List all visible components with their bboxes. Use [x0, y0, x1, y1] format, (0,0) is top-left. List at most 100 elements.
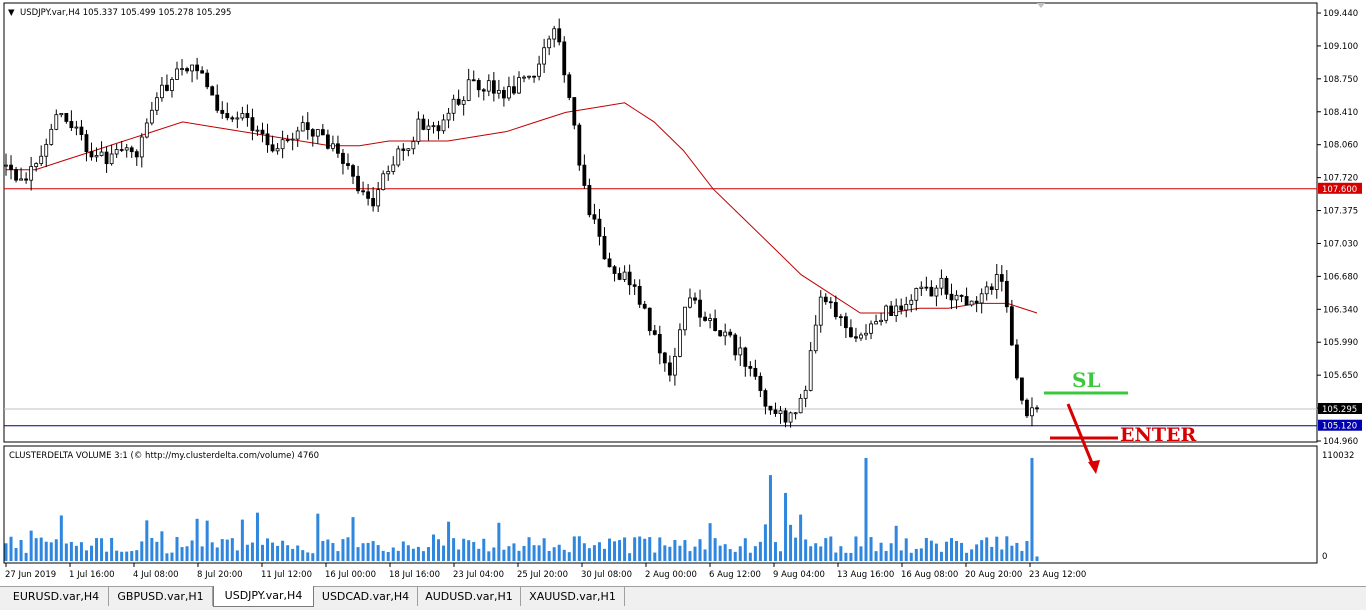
candle-body — [738, 347, 743, 356]
candle-body — [391, 164, 396, 172]
candle-body — [104, 151, 109, 165]
main-chart-frame — [3, 2, 1318, 443]
volume-bar — [894, 525, 898, 561]
volume-bar — [492, 547, 496, 561]
candle-body — [74, 126, 79, 129]
candle-body — [652, 330, 657, 335]
volume-bar — [195, 518, 199, 561]
candle-body — [864, 332, 868, 336]
candle-body — [84, 134, 89, 153]
volume-bar — [602, 548, 606, 561]
volume-bar — [115, 550, 119, 561]
candle-body — [144, 122, 149, 138]
volume-bar — [245, 544, 249, 561]
candle-body — [959, 294, 964, 297]
candle-body — [205, 72, 210, 88]
candle-body — [351, 165, 355, 177]
time-tick-label: 16 Jul 00:00 — [325, 570, 376, 580]
candle-body — [331, 143, 335, 149]
candle-body — [693, 297, 697, 301]
tab-audusd[interactable]: AUDUSD.var,H1 — [418, 587, 521, 606]
candle-body — [859, 334, 863, 339]
tab-usdjpy[interactable]: USDJPY.var,H4 — [213, 586, 314, 607]
volume-bar — [4, 543, 8, 561]
candle-body — [245, 113, 250, 118]
price-labels: 107.600 105.295 105.120 — [1318, 182, 1362, 432]
candle-body — [914, 288, 919, 301]
volume-bar — [120, 551, 124, 561]
volume-bar — [552, 547, 556, 561]
volume-bar — [19, 539, 23, 561]
candle-body — [491, 80, 496, 94]
volume-bar — [100, 538, 104, 561]
volume-bar — [447, 521, 451, 561]
tab-usdcad[interactable]: USDCAD.var,H4 — [314, 587, 418, 606]
candle-body — [818, 296, 823, 326]
candle-body — [325, 134, 330, 149]
volume-bar — [970, 549, 974, 561]
volume-bar — [371, 541, 375, 561]
candle-body — [471, 79, 476, 82]
volume-bar — [235, 550, 239, 561]
candle-body — [39, 155, 44, 164]
candle-body — [285, 139, 290, 142]
volume-bar — [482, 538, 486, 561]
candle-body — [315, 129, 320, 137]
candle-body — [1004, 280, 1009, 308]
chart-shift-marker[interactable] — [1037, 3, 1045, 8]
candle-body — [763, 390, 768, 407]
volume-bar — [718, 545, 722, 561]
candle-body — [401, 148, 406, 151]
time-tick-label: 9 Aug 04:00 — [773, 570, 825, 580]
candle-body — [275, 148, 280, 152]
candle-body — [723, 331, 728, 337]
enter-label: ENTER — [1120, 424, 1196, 446]
volume-bar — [597, 542, 601, 561]
volume-bar — [507, 546, 511, 561]
candle-body — [813, 324, 818, 352]
candle-body — [29, 166, 34, 181]
candle-body — [250, 117, 255, 131]
candle-body — [647, 307, 652, 332]
candle-body — [134, 151, 139, 158]
volume-bar — [768, 475, 772, 561]
chart-menu-icon[interactable]: ▼ — [8, 8, 15, 18]
volume-bar — [703, 549, 707, 561]
volume-bar — [462, 538, 466, 561]
volume-bar — [854, 536, 858, 561]
volume-bar — [411, 548, 415, 561]
candle-body — [512, 86, 516, 94]
candle-body — [230, 117, 235, 120]
moving-average-line — [6, 102, 1038, 314]
volume-bar — [170, 552, 174, 561]
candle-body — [708, 318, 712, 321]
volume-bar — [34, 538, 38, 561]
candle-body — [743, 347, 748, 367]
candle-body — [522, 76, 526, 79]
volume-bar — [829, 536, 833, 561]
volume-bar — [44, 541, 48, 561]
volume-bar — [1005, 536, 1009, 561]
candle-body — [466, 79, 471, 101]
volume-bar — [95, 538, 99, 561]
volume-bar — [381, 550, 385, 561]
candle-body — [265, 133, 270, 146]
volume-bar — [567, 552, 571, 561]
volume-bar — [628, 553, 632, 561]
volume-bar — [618, 540, 622, 561]
volume-bar — [165, 553, 169, 561]
chart-area[interactable]: 109.440 109.100 108.750 108.410 108.060 107.7… — [0, 0, 1366, 586]
candle-body — [69, 121, 74, 129]
candle-body — [431, 125, 436, 128]
volume-bar — [814, 543, 818, 561]
tab-eurusd[interactable]: EURUSD.var,H4 — [4, 587, 109, 606]
tab-xauusd[interactable]: XAUUSD.var,H1 — [521, 587, 625, 606]
volume-bar — [547, 550, 551, 561]
candle-body — [89, 151, 94, 158]
candle-body — [532, 75, 536, 78]
tab-gbpusd[interactable]: GBPUSD.var,H1 — [109, 587, 213, 606]
volume-header: CLUSTERDELTA VOLUME 3:1 (© http://my.clu… — [9, 451, 319, 461]
time-axis: 27 Jun 2019 1 Jul 16:00 4 Jul 08:00 8 Jul 2… — [5, 563, 1086, 580]
volume-bar — [386, 552, 390, 561]
candle-body — [149, 109, 154, 124]
